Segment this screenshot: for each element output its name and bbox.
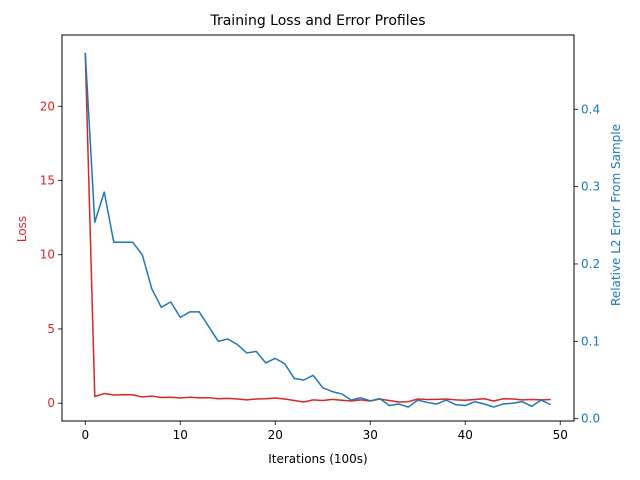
- x-tick-label: 30: [363, 428, 378, 442]
- x-tick-label: 40: [458, 428, 473, 442]
- left-tick-label: 10: [40, 248, 55, 262]
- right-tick-label: 0.1: [581, 334, 600, 348]
- x-tick-label: 20: [268, 428, 283, 442]
- right-axis-label: Relative L2 Error From Sample: [609, 124, 623, 306]
- chart-title: Training Loss and Error Profiles: [209, 13, 425, 29]
- x-axis-label: Iterations (100s): [268, 452, 368, 466]
- x-tick-label: 50: [553, 428, 568, 442]
- left-tick-label: 5: [47, 322, 55, 336]
- left-axis-label: Loss: [15, 216, 29, 242]
- left-tick-label: 0: [47, 396, 55, 410]
- left-tick-label: 20: [40, 99, 55, 113]
- right-tick-label: 0.2: [581, 257, 600, 271]
- right-tick-label: 0.4: [581, 102, 600, 116]
- x-tick-label: 10: [173, 428, 188, 442]
- right-tick-label: 0.3: [581, 180, 600, 194]
- error-series-line: [84, 52, 552, 408]
- left-tick-label: 15: [40, 173, 55, 187]
- right-tick-label: 0.0: [581, 412, 600, 426]
- x-tick-label: 0: [81, 428, 89, 442]
- plot-frame: [61, 34, 575, 422]
- loss-series-line: [84, 52, 551, 403]
